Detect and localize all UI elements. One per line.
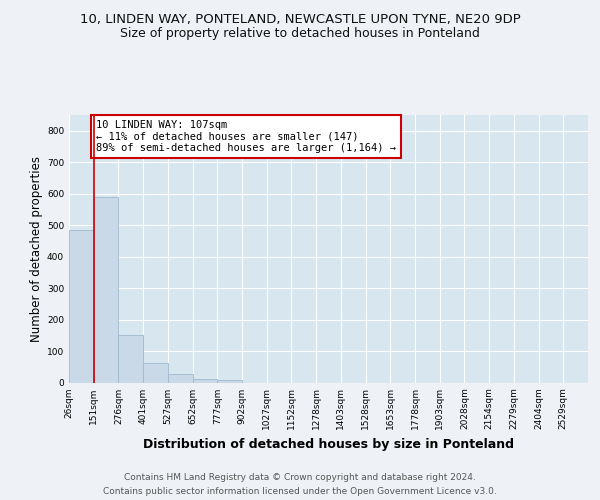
Bar (69, 230, 94, 382)
Bar (94, 197, 118, 382)
Bar (193, 380, 217, 382)
Text: Contains HM Land Registry data © Crown copyright and database right 2024.: Contains HM Land Registry data © Crown c… (124, 472, 476, 482)
Text: 10, LINDEN WAY, PONTELAND, NEWCASTLE UPON TYNE, NE20 9DP: 10, LINDEN WAY, PONTELAND, NEWCASTLE UPO… (80, 12, 520, 26)
Bar (118, 336, 143, 382)
X-axis label: Distribution of detached houses by size in Ponteland: Distribution of detached houses by size … (143, 438, 514, 451)
Y-axis label: Number of detached properties: Number of detached properties (30, 156, 43, 342)
Bar (168, 374, 193, 382)
Text: Contains public sector information licensed under the Open Government Licence v3: Contains public sector information licen… (103, 488, 497, 496)
Text: Size of property relative to detached houses in Ponteland: Size of property relative to detached ho… (120, 28, 480, 40)
Bar (143, 362, 168, 382)
Text: 10 LINDEN WAY: 107sqm
← 11% of detached houses are smaller (147)
89% of semi-det: 10 LINDEN WAY: 107sqm ← 11% of detached … (96, 120, 396, 153)
Bar (217, 380, 242, 382)
